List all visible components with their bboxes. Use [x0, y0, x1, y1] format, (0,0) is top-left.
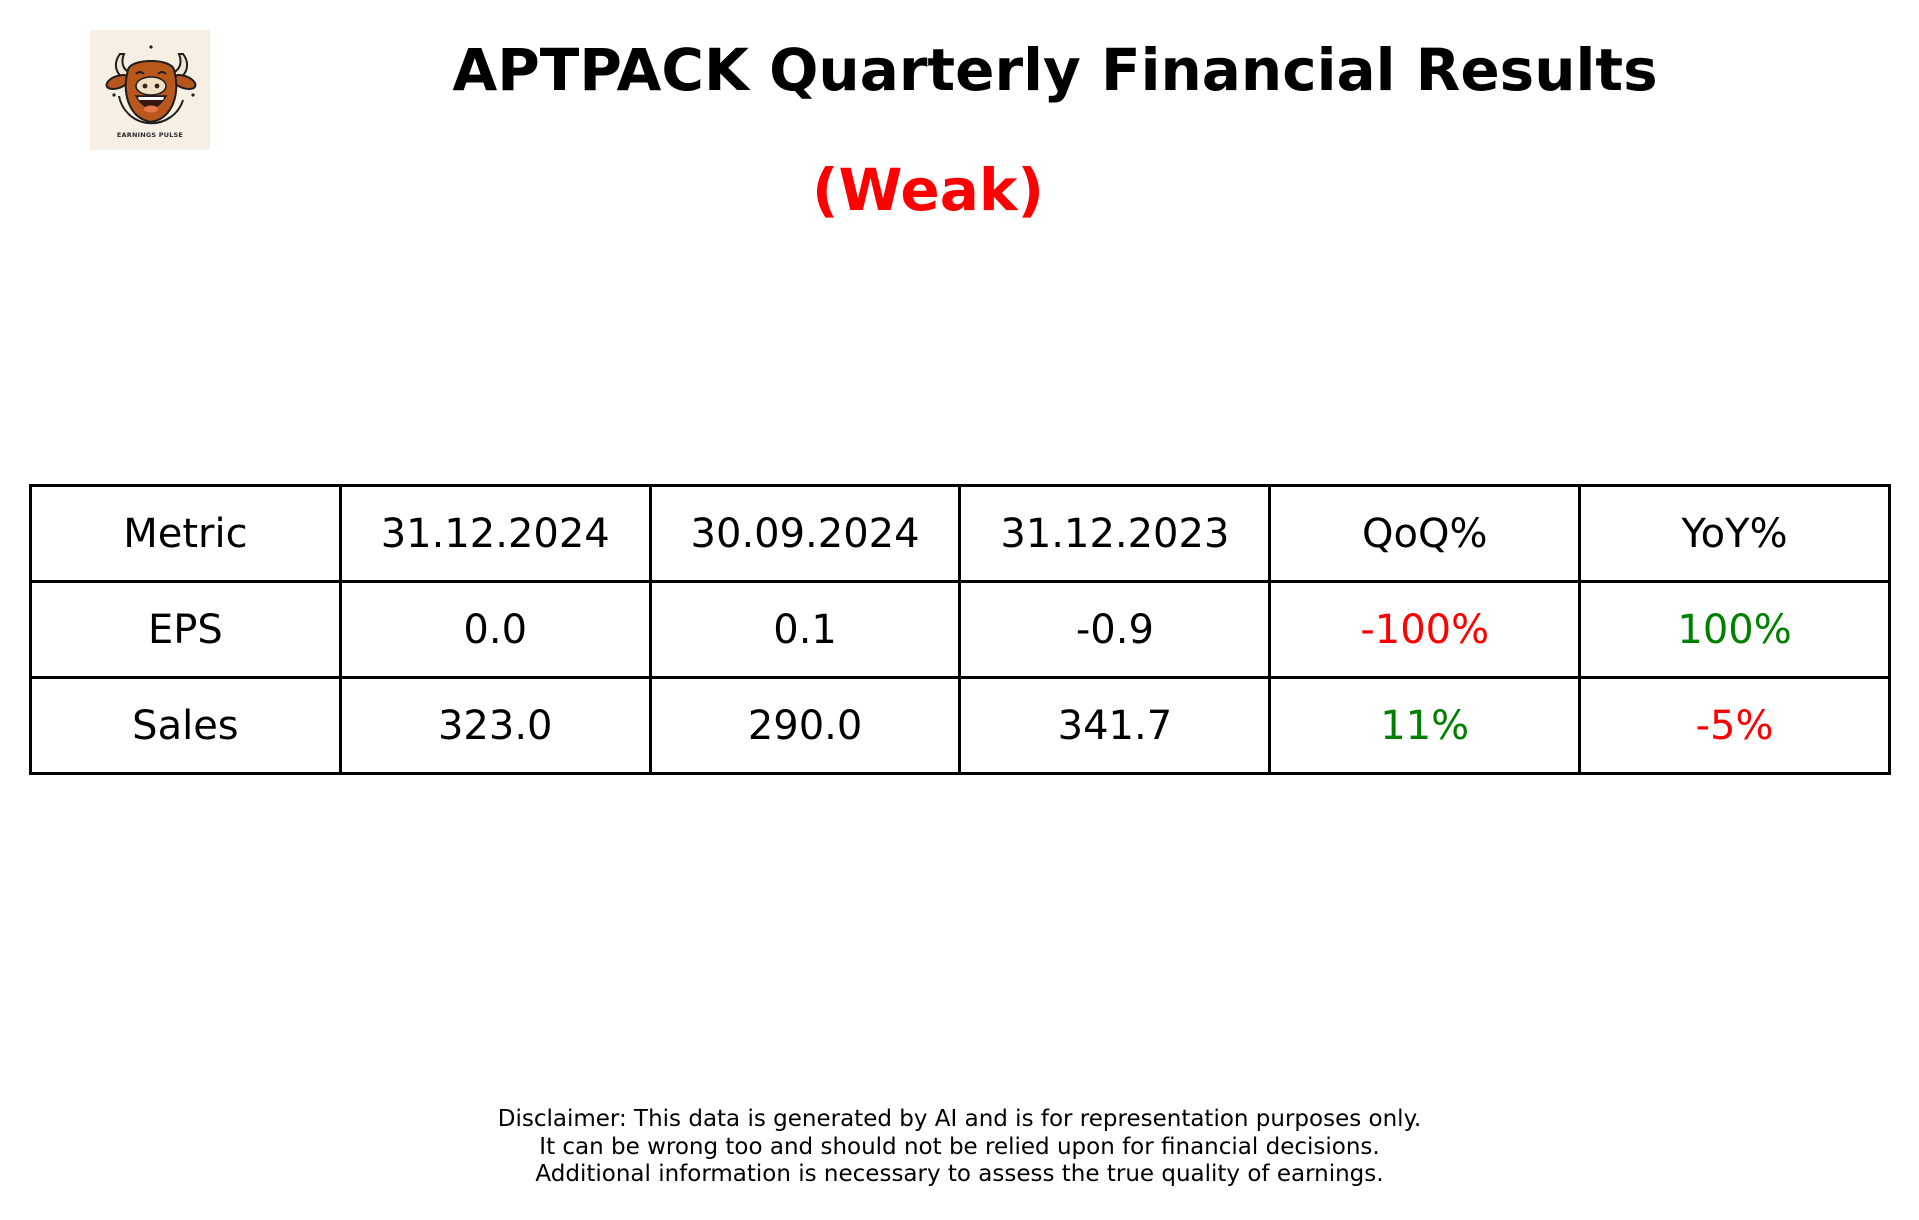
earnings-pulse-logo: EARNINGS PULSE	[90, 30, 210, 150]
cell-current-quarter: 0.0	[338, 580, 652, 679]
column-header-metric: Metric	[29, 484, 342, 583]
cell-metric: EPS	[29, 580, 342, 679]
disclaimer-line: Additional information is necessary to a…	[535, 1161, 1384, 1187]
bull-head-icon	[105, 45, 197, 125]
column-header-previous-quarter: 30.09.2024	[648, 484, 962, 583]
cell-year-ago-quarter: 341.7	[958, 676, 1272, 775]
rating-label: (Weak)	[812, 156, 1044, 224]
disclaimer-line: Disclaimer: This data is generated by AI…	[497, 1106, 1422, 1132]
cell-metric: Sales	[29, 676, 342, 775]
column-header-year-ago-quarter: 31.12.2023	[958, 484, 1272, 583]
cell-year-ago-quarter: -0.9	[958, 580, 1272, 679]
column-header-qoq: QoQ%	[1268, 484, 1582, 583]
column-header-yoy: YoY%	[1578, 484, 1891, 583]
disclaimer: Disclaimer: This data is generated by AI…	[0, 1106, 1919, 1189]
financial-results-table: Metric 31.12.2024 30.09.2024 31.12.2023 …	[29, 484, 1891, 775]
table-header-row: Metric 31.12.2024 30.09.2024 31.12.2023 …	[29, 484, 1891, 583]
disclaimer-line: It can be wrong too and should not be re…	[539, 1133, 1380, 1160]
table-row-sales: Sales 323.0 290.0 341.7 11% -5%	[29, 676, 1891, 775]
column-header-current-quarter: 31.12.2024	[338, 484, 652, 583]
logo-caption: EARNINGS PULSE	[116, 131, 184, 139]
cell-qoq: 11%	[1268, 676, 1582, 775]
cell-previous-quarter: 0.1	[648, 580, 962, 679]
page-title: APTPACK Quarterly Financial Results	[452, 36, 1658, 104]
cell-current-quarter: 323.0	[338, 676, 652, 775]
cell-qoq: -100%	[1268, 580, 1582, 679]
cell-yoy: -5%	[1578, 676, 1891, 775]
cell-yoy: 100%	[1578, 580, 1891, 679]
table-row-eps: EPS 0.0 0.1 -0.9 -100% 100%	[29, 580, 1891, 679]
cell-previous-quarter: 290.0	[648, 676, 962, 775]
